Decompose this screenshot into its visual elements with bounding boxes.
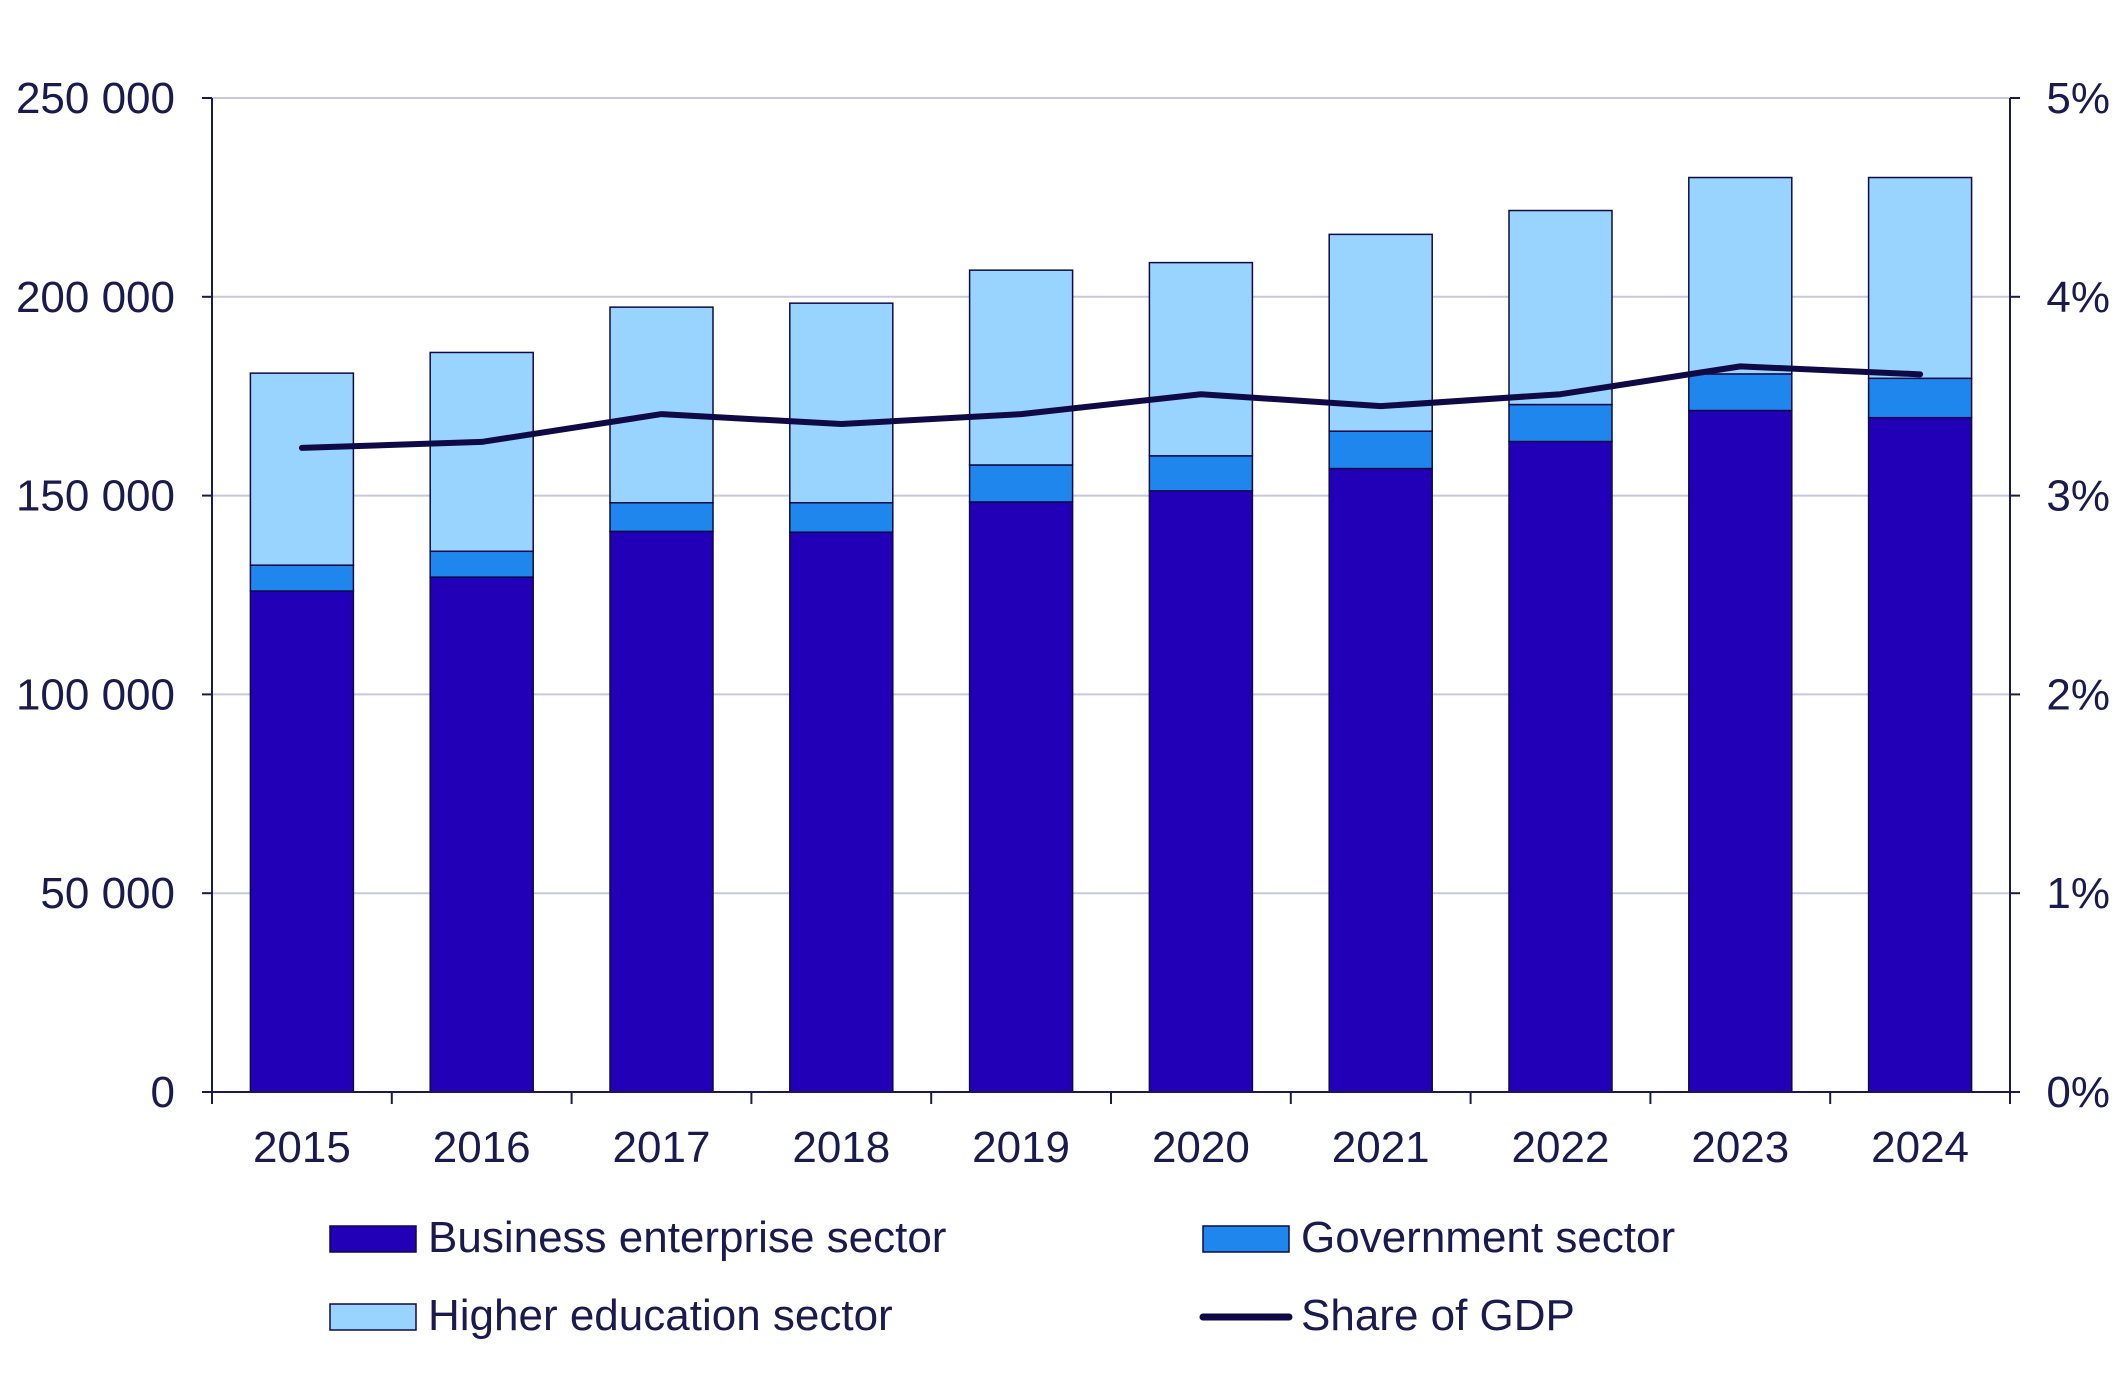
legend-label: Share of GDP: [1301, 1291, 1575, 1340]
legend-swatch: [329, 1303, 417, 1331]
bar-higher-education-sector-2022: [1508, 209, 1613, 406]
x-tick-label: 2019: [972, 1123, 1070, 1172]
bar-business-enterprise-sector-2024: [1867, 416, 1973, 1093]
x-tick-label: 2022: [1512, 1123, 1610, 1172]
y-left-tick-label: 200 000: [16, 273, 175, 322]
x-tick-label: 2018: [792, 1123, 890, 1172]
share-of-gdp-line-layer: [298, 363, 1924, 451]
y-left-tick-label: 100 000: [16, 670, 175, 719]
bar-stack-2022: [1508, 209, 1613, 1093]
bar-higher-education-sector-2015: [249, 372, 355, 566]
bar-higher-education-sector-2024: [1867, 176, 1973, 380]
legend-label: Business enterprise sector: [428, 1213, 946, 1262]
bar-government-sector-2024: [1867, 377, 1973, 419]
bar-business-enterprise-sector-2022: [1508, 440, 1613, 1093]
bar-stack-2016: [429, 351, 534, 1093]
bar-government-sector-2017: [609, 502, 714, 533]
bar-higher-education-sector-2016: [429, 351, 534, 553]
bar-stack-2015: [249, 372, 355, 1093]
y-left-tick-label: 0: [151, 1068, 175, 1117]
x-tick-label: 2021: [1332, 1123, 1430, 1172]
bar-government-sector-2018: [789, 502, 894, 533]
y-left-tick-label: 50 000: [40, 869, 175, 918]
bar-higher-education-sector-2019: [968, 269, 1074, 466]
x-tick-label: 2023: [1691, 1123, 1789, 1172]
y-right-tick-label: 3%: [2046, 472, 2110, 521]
bar-stack-2017: [609, 306, 714, 1093]
y-right-tick-label: 1%: [2046, 869, 2110, 918]
legend-item-business-enterprise-sector: Business enterprise sector: [329, 1213, 946, 1262]
bar-higher-education-sector-2018: [789, 302, 894, 504]
bar-higher-education-sector-2020: [1148, 261, 1254, 457]
bar-government-sector-2016: [429, 550, 534, 578]
bar-business-enterprise-sector-2015: [249, 590, 355, 1093]
legend-swatch: [1202, 1225, 1290, 1253]
bar-business-enterprise-sector-2021: [1328, 467, 1433, 1093]
bar-business-enterprise-sector-2017: [609, 530, 714, 1093]
bar-stack-2023: [1688, 176, 1793, 1093]
y-right-tick-label: 5%: [2046, 74, 2110, 123]
bar-government-sector-2022: [1508, 403, 1613, 443]
line-share-of-gdp: [298, 363, 1924, 451]
y-right-tick-label: 4%: [2046, 273, 2110, 322]
bar-government-sector-2023: [1688, 373, 1793, 412]
legend-swatch: [329, 1225, 417, 1253]
y-left-tick-label: 250 000: [16, 74, 175, 123]
bar-stack-2024: [1867, 176, 1973, 1093]
x-tick-label: 2024: [1871, 1123, 1969, 1172]
x-tick-label: 2020: [1152, 1123, 1250, 1172]
bar-government-sector-2019: [968, 464, 1074, 503]
bar-stacks: [249, 176, 1973, 1093]
bar-higher-education-sector-2017: [609, 306, 714, 504]
bar-stack-2018: [789, 302, 894, 1093]
legend-item-share-of-gdp: Share of GDP: [1199, 1291, 1575, 1340]
legend: Business enterprise sector Government sec…: [329, 1213, 1675, 1340]
y-left-tick-label: 150 000: [16, 472, 175, 521]
axes: 0 50 000 100 000 150 000 200 000 250 000 0% 1% 2…: [16, 74, 2110, 1172]
y-right-tick-label: 2%: [2046, 670, 2110, 719]
bar-higher-education-sector-2023: [1688, 176, 1793, 375]
bar-government-sector-2021: [1328, 430, 1433, 470]
bar-stack-2021: [1328, 233, 1433, 1093]
bar-business-enterprise-sector-2019: [968, 501, 1074, 1093]
x-tick-label: 2015: [253, 1123, 351, 1172]
bar-government-sector-2015: [249, 564, 355, 592]
bar-business-enterprise-sector-2016: [429, 576, 534, 1093]
legend-label: Government sector: [1301, 1213, 1675, 1262]
bar-stack-2019: [968, 269, 1074, 1093]
x-tick-label: 2017: [613, 1123, 711, 1172]
legend-item-government-sector: Government sector: [1202, 1213, 1675, 1262]
legend-item-higher-education-sector: Higher education sector: [329, 1291, 893, 1340]
bar-government-sector-2020: [1148, 455, 1254, 492]
bar-higher-education-sector-2021: [1328, 233, 1433, 432]
bar-business-enterprise-sector-2023: [1688, 409, 1793, 1093]
bar-business-enterprise-sector-2020: [1148, 490, 1254, 1093]
bar-stack-2020: [1148, 261, 1254, 1093]
x-tick-label: 2016: [433, 1123, 531, 1172]
legend-label: Higher education sector: [428, 1291, 893, 1340]
y-right-tick-label: 0%: [2046, 1068, 2110, 1117]
bar-business-enterprise-sector-2018: [789, 531, 894, 1093]
